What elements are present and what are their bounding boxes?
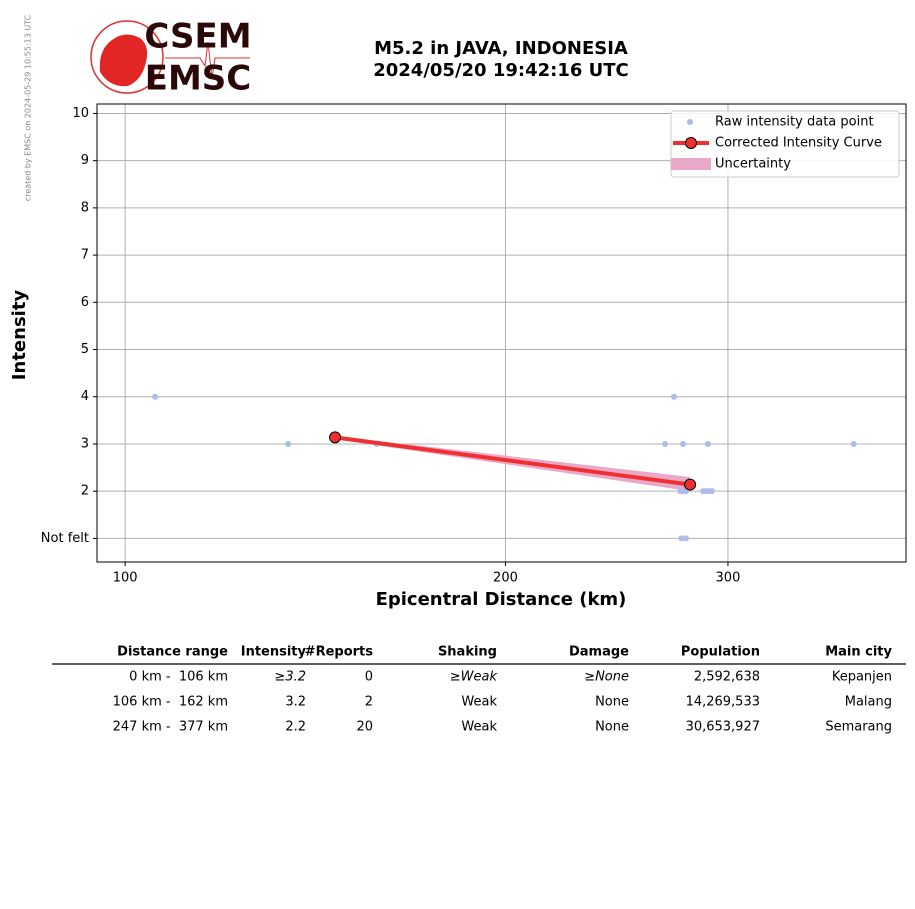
- legend-label: Uncertainty: [715, 157, 791, 172]
- y-tick-label: 7: [81, 248, 89, 263]
- table-cell: 3.2: [285, 695, 306, 710]
- chart-title: M5.2 in JAVA, INDONESIA: [374, 38, 628, 59]
- table-header: Damage: [569, 645, 629, 660]
- table-cell: Weak: [461, 720, 497, 735]
- logo-text: CSEM: [144, 17, 251, 57]
- y-tick-label: 6: [81, 295, 89, 310]
- legend-box: [670, 110, 900, 178]
- table-header: Main city: [825, 645, 892, 660]
- data-point: [850, 440, 857, 447]
- table-cell: 247 km - 377 km: [113, 720, 228, 735]
- y-tick-label: 8: [81, 200, 89, 215]
- table-cell: ≥None: [584, 670, 629, 685]
- logo-text: EMSC: [145, 59, 252, 99]
- legend-label: Corrected Intensity Curve: [715, 136, 882, 151]
- table-cell: None: [595, 720, 629, 735]
- legend: Raw intensity data point Corrected Intens…: [670, 110, 900, 178]
- y-tick-label: 9: [81, 153, 89, 168]
- table-cell: 14,269,533: [686, 695, 760, 710]
- table-header: Intensity: [241, 645, 307, 660]
- data-point: [708, 488, 715, 495]
- credit: created by EMSC on 2024-05-29 10:55:13 U…: [24, 14, 33, 201]
- y-tick-label: Not felt: [41, 531, 89, 546]
- data-point: [704, 440, 711, 447]
- table-header: Distance range: [117, 645, 228, 660]
- x-tick-label: 300: [716, 571, 741, 586]
- table-cell: 0 km - 106 km: [129, 670, 228, 685]
- plot-area: Not felt 2 3 4 5 6 7 8 9 10 100 200 300 Raw intensity…: [41, 103, 907, 586]
- table-header: #Reports: [305, 645, 374, 660]
- table-cell: 0: [365, 670, 373, 685]
- legend-swatch: [671, 158, 711, 170]
- x-axis-label: Epicentral Distance (km): [376, 589, 627, 610]
- data-point: [670, 393, 677, 400]
- legend-swatch: [685, 137, 697, 149]
- table-cell: 20: [356, 720, 373, 735]
- table-cell: ≥3.2: [274, 670, 306, 685]
- y-tick-label: 4: [81, 389, 89, 404]
- y-tick-label: 10: [72, 106, 89, 121]
- table-cell: 30,653,927: [686, 720, 760, 735]
- table-cell: 2.2: [285, 720, 306, 735]
- table-cell: None: [595, 695, 629, 710]
- table-cell: ≥Weak: [450, 670, 498, 685]
- data-point: [152, 393, 159, 400]
- table-header: Population: [681, 645, 760, 660]
- table-cell: 106 km - 162 km: [113, 695, 228, 710]
- table-cell: Malang: [845, 695, 892, 710]
- logo-seismogram: [165, 41, 250, 79]
- y-tick-label: 5: [81, 342, 89, 357]
- table: Distance range Intensity#Reports Shaking Da…: [52, 645, 906, 735]
- table-header: Shaking: [438, 645, 497, 660]
- table-cell: Weak: [461, 695, 497, 710]
- curve-marker: [684, 478, 697, 491]
- data-point: [678, 535, 685, 542]
- data-point: [682, 535, 689, 542]
- legend-swatch: [687, 119, 693, 125]
- data-point: [285, 440, 292, 447]
- table-cell: 2,592,638: [694, 670, 760, 685]
- y-tick-label: 3: [81, 436, 89, 451]
- logo-map: [99, 34, 148, 87]
- table-cell: Semarang: [825, 720, 892, 735]
- y-tick-label: 2: [81, 484, 89, 499]
- data-point: [662, 440, 669, 447]
- data-point: [679, 440, 686, 447]
- logo: CSEM EMSC: [90, 17, 252, 99]
- legend-label: Raw intensity data point: [715, 115, 874, 130]
- logo-globe: [90, 20, 164, 94]
- x-tick-label: 100: [113, 571, 138, 586]
- x-tick-label: 200: [493, 571, 518, 586]
- curve-marker: [329, 431, 342, 444]
- chart-subtitle: 2024/05/20 19:42:16 UTC: [373, 60, 629, 81]
- plot-frame: [96, 103, 907, 563]
- intensity-curve: [334, 435, 691, 487]
- table-cell: Kepanjen: [832, 670, 892, 685]
- y-axis-label: Intensity: [9, 290, 30, 381]
- table-cell: 2: [365, 695, 373, 710]
